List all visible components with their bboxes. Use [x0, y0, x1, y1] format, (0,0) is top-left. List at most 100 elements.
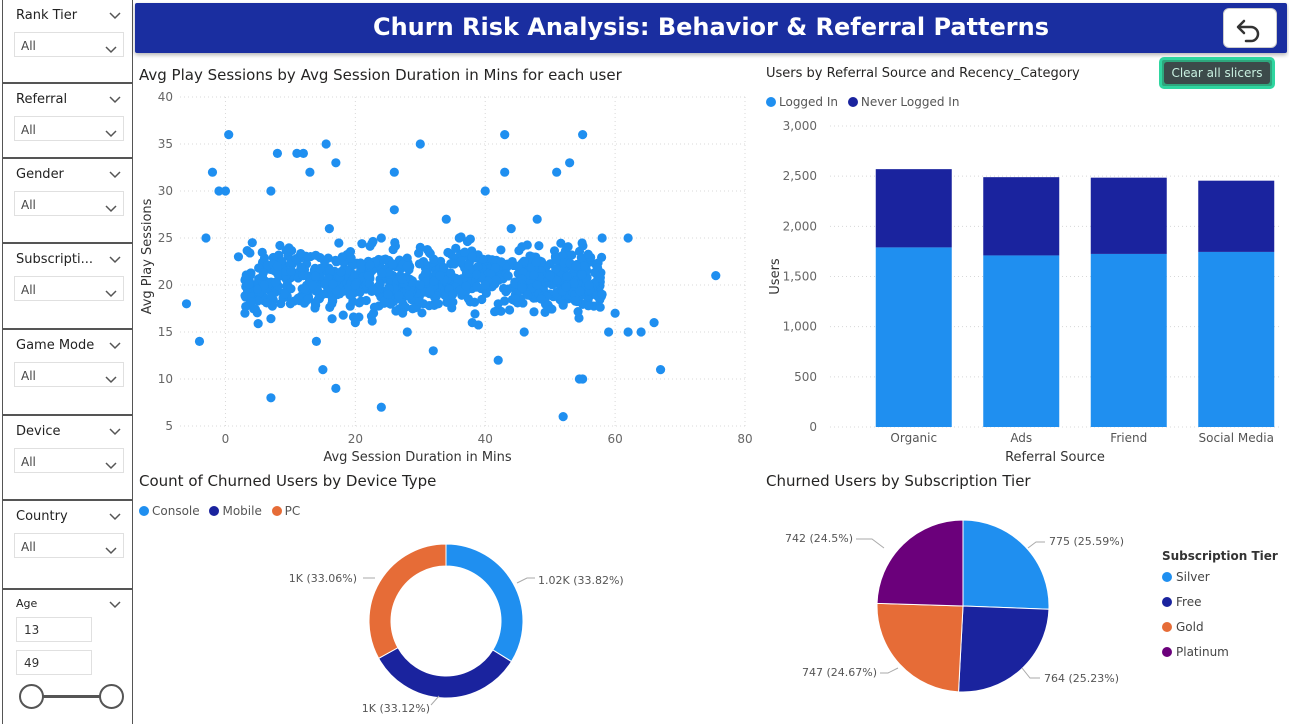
x-tick-label: Organic: [890, 431, 937, 445]
scatter-point: [375, 279, 385, 289]
chevron-down-icon[interactable]: [109, 250, 121, 264]
scatter-point: [201, 233, 211, 243]
legend-item-free[interactable]: Free: [1162, 595, 1229, 620]
scatter-point: [503, 271, 513, 281]
age-min-input[interactable]: 13: [16, 617, 92, 642]
bar-chart[interactable]: 0 500 1,000 1,500 2,000 2,500 3,000 Organic Ads F…: [760, 112, 1285, 468]
scatter-point: [551, 263, 561, 274]
donut-title: Count of Churned Users by Device Type: [139, 472, 437, 490]
x-tick-label: 0: [222, 432, 230, 446]
bar-logged-in: [983, 255, 1060, 427]
slicer-dropdown[interactable]: All: [14, 533, 124, 558]
legend-item-platinum[interactable]: Platinum: [1162, 645, 1229, 670]
legend-item-console[interactable]: Console: [139, 504, 200, 518]
slicer-title: Rank Tier: [16, 8, 78, 23]
scatter-point: [247, 238, 257, 248]
scatter-point: [331, 383, 341, 393]
bar-logged-in: [1090, 253, 1167, 427]
slicer-gender: Gender All: [2, 159, 133, 244]
scatter-point: [398, 308, 408, 318]
scatter-point: [388, 244, 398, 255]
scatter-chart[interactable]: 5 10 15 20 25 30 35 40 0 20 40 60 80 Avg Session Dura…: [135, 85, 755, 470]
slicer-dropdown[interactable]: All: [14, 276, 124, 301]
scatter-point: [220, 186, 231, 196]
slicer-dropdown[interactable]: All: [14, 191, 124, 216]
scatter-point: [493, 355, 503, 365]
scatter-point: [583, 301, 594, 311]
legend-item-pc[interactable]: PC: [271, 504, 300, 518]
scatter-point: [439, 263, 449, 273]
scatter-point: [275, 240, 285, 251]
age-min-handle[interactable]: [19, 684, 44, 709]
scatter-point: [584, 280, 594, 290]
slicer-dropdown[interactable]: All: [14, 448, 124, 473]
legend-item-never-logged-in[interactable]: Never Logged In: [847, 95, 959, 109]
scatter-point: [453, 275, 463, 285]
scatter-point: [296, 248, 306, 259]
legend-item-silver[interactable]: Silver: [1162, 570, 1229, 595]
scatter-point: [711, 271, 721, 281]
chevron-down-icon: [105, 40, 117, 54]
age-max-handle[interactable]: [99, 684, 124, 709]
scatter-point: [311, 250, 321, 260]
scatter-point: [257, 247, 267, 257]
scatter-point: [569, 278, 579, 288]
age-max-value: 49: [24, 656, 40, 670]
back-button[interactable]: [1223, 8, 1277, 48]
legend-label: Gold: [1176, 620, 1204, 634]
scatter-point: [522, 240, 532, 250]
scatter-point: [575, 286, 585, 296]
age-range-track[interactable]: [30, 695, 114, 698]
page-title: Churn Risk Analysis: Behavior & Referral…: [372, 13, 1050, 41]
chevron-down-icon[interactable]: [109, 90, 121, 104]
scatter-point: [318, 289, 328, 299]
scatter-point: [563, 242, 573, 252]
clear-all-slicers-label: Clear all slicers: [1164, 62, 1270, 84]
scatter-point: [407, 279, 418, 289]
scatter-point: [320, 279, 330, 289]
legend-item-logged-in[interactable]: Logged In: [766, 95, 838, 109]
scatter-point: [253, 319, 263, 329]
scatter-point: [363, 271, 373, 281]
scatter-point: [567, 250, 577, 260]
chevron-down-icon[interactable]: [109, 422, 121, 436]
slicer-dropdown[interactable]: All: [14, 362, 124, 387]
chevron-down-icon[interactable]: [109, 6, 121, 20]
slicer-country: Country All: [2, 501, 133, 590]
legend-item-gold[interactable]: Gold: [1162, 620, 1229, 645]
age-max-input[interactable]: 49: [16, 650, 92, 675]
pie-chart[interactable]: 775 (25.59%) 764 (25.23%) 747 (24.67%) 742 …: [760, 500, 1150, 724]
scatter-point: [534, 241, 544, 251]
scatter-point: [481, 288, 491, 298]
legend-item-mobile[interactable]: Mobile: [209, 504, 262, 518]
chevron-down-icon[interactable]: [109, 165, 121, 179]
pie-slice-gold: [876, 602, 964, 693]
slicer-title: Referral: [16, 92, 68, 107]
scatter-point: [383, 267, 394, 277]
donut-chart[interactable]: 1.02K (33.82%) 1K (33.12%) 1K (33.06%): [135, 520, 755, 724]
legend-label: Free: [1176, 595, 1202, 609]
slicer-dropdown[interactable]: All: [14, 32, 124, 57]
slicer-dropdown[interactable]: All: [14, 116, 124, 141]
y-tick-label: 15: [158, 325, 173, 339]
bar-title: Users by Referral Source and Recency_Cat…: [766, 66, 1080, 81]
scatter-point: [552, 167, 562, 177]
clear-all-slicers-button[interactable]: Clear all slicers: [1159, 57, 1275, 89]
scatter-point: [298, 271, 308, 281]
bar-legend: Logged In Never Logged In: [766, 95, 965, 109]
legend-dot-icon: [1162, 647, 1172, 657]
scatter-point: [529, 270, 539, 280]
chevron-down-icon[interactable]: [109, 336, 121, 350]
scatter-point: [655, 365, 666, 375]
chevron-down-icon[interactable]: [109, 595, 121, 609]
slicer-referral: Referral All: [2, 84, 133, 159]
scatter-point: [338, 310, 348, 320]
chevron-down-icon[interactable]: [109, 507, 121, 521]
x-tick-label: 60: [607, 432, 622, 446]
scatter-point: [376, 402, 386, 412]
page-header: Churn Risk Analysis: Behavior & Referral…: [135, 3, 1287, 53]
leader-line: [516, 577, 535, 584]
slicer-age: Age 13 49: [2, 590, 133, 724]
chevron-down-icon: [105, 541, 117, 555]
scatter-point: [285, 299, 296, 309]
